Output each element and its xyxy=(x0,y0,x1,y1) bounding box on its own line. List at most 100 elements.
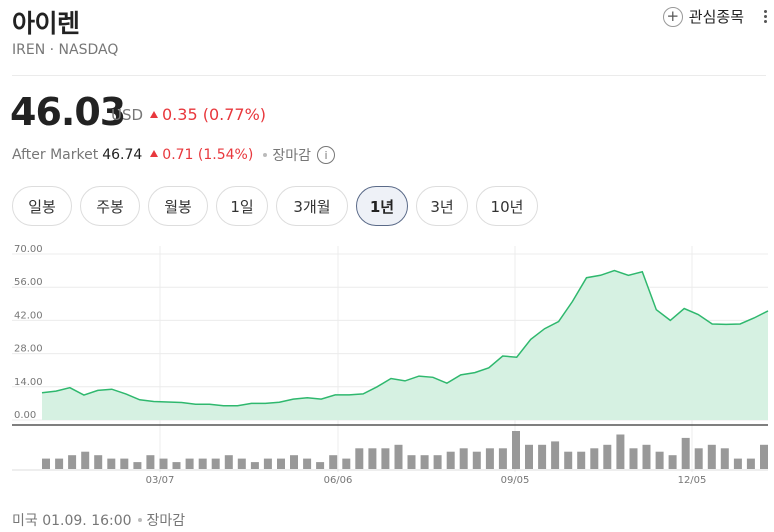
volume-bar xyxy=(551,441,560,469)
price-chart: 70.00 56.00 42.00 28.00 14.00 0.00 03/07 06/06 0… xyxy=(12,244,769,486)
volume-bar xyxy=(250,462,259,469)
volume-bar xyxy=(329,455,338,469)
volume-bar xyxy=(277,458,285,469)
after-market-price: 46.74 xyxy=(102,147,143,163)
volume-bar xyxy=(55,458,64,469)
volume-bar xyxy=(564,451,573,469)
volume-bar xyxy=(290,455,298,469)
x-tick-label: 12/05 xyxy=(678,475,707,486)
volume-bar xyxy=(498,448,507,469)
tab-7[interactable]: 10년 xyxy=(476,186,538,226)
after-market-change-wrap: 0.71 (1.54%) xyxy=(150,147,253,163)
volume-bar xyxy=(198,458,207,469)
volume-bar xyxy=(81,451,90,469)
y-tick-label: 42.00 xyxy=(14,310,43,321)
after-market-row: After Market 46.74 0.71 (1.54%) 장마감 i xyxy=(12,145,335,165)
volume-bar xyxy=(172,462,181,469)
price-change-value: 0.35 (0.77%) xyxy=(162,105,267,124)
volume-bar xyxy=(420,455,429,469)
up-arrow-icon xyxy=(150,150,159,157)
footer: 미국 01.09. 16:00 장마감 xyxy=(12,510,185,530)
after-market-status: 장마감 xyxy=(272,148,311,164)
price-area xyxy=(42,270,768,420)
more-vertical-icon[interactable] xyxy=(764,8,768,25)
tab-3[interactable]: 1일 xyxy=(216,186,268,226)
volume-bar xyxy=(538,444,547,469)
volume-bar xyxy=(342,458,351,469)
volume-bar xyxy=(472,451,481,469)
volume-bar xyxy=(355,448,364,469)
watchlist-button[interactable]: + 관심종목 xyxy=(662,6,744,27)
volume-bar xyxy=(120,458,129,469)
market-status: 장마감 xyxy=(146,513,186,529)
volume-bar xyxy=(224,455,233,469)
ticker-exchange: IREN · NASDAQ xyxy=(12,42,119,58)
volume-bar xyxy=(590,448,599,469)
header-divider xyxy=(12,75,766,76)
volume-bar xyxy=(720,448,729,469)
volume-bar xyxy=(629,448,638,469)
volume-bar xyxy=(525,444,533,469)
volume-bar xyxy=(316,462,325,469)
info-icon[interactable]: i xyxy=(316,146,335,164)
volume-bar xyxy=(146,455,155,469)
current-price: 46.03 xyxy=(10,90,126,134)
volume-bar xyxy=(211,458,220,469)
volume-bar xyxy=(694,448,703,469)
volume-bar xyxy=(512,431,520,469)
currency-label: USD xyxy=(111,106,144,124)
volume-bar xyxy=(133,462,142,469)
y-tick-label: 14.00 xyxy=(14,377,43,388)
tab-4[interactable]: 3개월 xyxy=(276,186,348,226)
x-tick-label: 03/07 xyxy=(146,475,175,486)
volume-bar xyxy=(94,455,103,469)
volume-bar xyxy=(655,451,664,469)
period-tabs: 일봉 주봉 월봉 1일 3개월 1년 3년 10년 xyxy=(12,186,546,226)
volume-bar xyxy=(159,458,168,469)
volume-bar xyxy=(185,458,194,469)
volume-bar xyxy=(381,448,390,469)
volume-bar xyxy=(407,455,416,469)
volume-bar xyxy=(616,434,625,469)
volume-bar xyxy=(107,458,116,469)
volume-bar xyxy=(446,451,455,469)
x-tick-label: 06/06 xyxy=(324,475,353,486)
y-tick-label: 56.00 xyxy=(14,277,43,288)
volume-bar xyxy=(394,444,403,469)
volume-bar xyxy=(459,448,468,469)
tab-6[interactable]: 3년 xyxy=(416,186,468,226)
status-dot xyxy=(137,518,142,522)
volume-bar xyxy=(303,458,312,469)
status-dot xyxy=(263,153,268,157)
plus-icon: + xyxy=(662,6,683,27)
volume-bar xyxy=(42,458,50,469)
after-market-label: After Market xyxy=(12,147,99,163)
watchlist-label: 관심종목 xyxy=(688,8,744,26)
after-market-change: 0.71 (1.54%) xyxy=(162,147,254,163)
volume-bar xyxy=(237,458,246,469)
price-change: 0.35 (0.77%) xyxy=(150,105,266,124)
volume-bar xyxy=(433,455,442,469)
market-time: 미국 01.09. 16:00 xyxy=(12,513,132,529)
volume-bar xyxy=(668,455,677,469)
tab-0[interactable]: 일봉 xyxy=(12,186,72,226)
y-tick-label: 28.00 xyxy=(14,344,43,355)
volume-bar xyxy=(733,458,742,469)
volume-bar xyxy=(681,437,690,469)
y-tick-label: 70.00 xyxy=(14,244,43,255)
tab-2[interactable]: 월봉 xyxy=(148,186,208,226)
volume-bar xyxy=(577,451,586,469)
volume-bar xyxy=(603,444,612,469)
tab-1[interactable]: 주봉 xyxy=(80,186,140,226)
volume-bar xyxy=(68,455,77,469)
x-tick-label: 09/05 xyxy=(501,475,530,486)
volume-bar xyxy=(368,448,377,469)
volume-bar xyxy=(746,458,755,469)
y-tick-label: 0.00 xyxy=(14,410,36,421)
volume-bar xyxy=(707,444,716,469)
volume-bar xyxy=(642,444,651,469)
volume-bar xyxy=(485,448,494,469)
stock-title: 아이렌 xyxy=(12,9,80,38)
tab-5[interactable]: 1년 xyxy=(356,186,408,226)
volume-bar xyxy=(760,444,768,469)
